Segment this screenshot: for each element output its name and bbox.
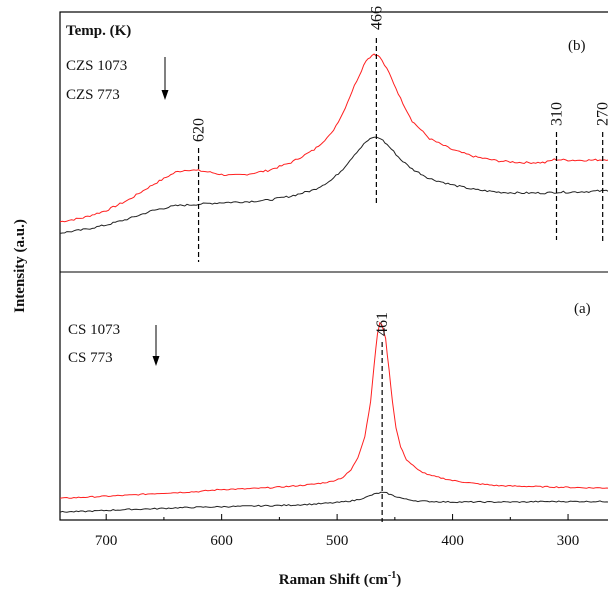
panel-a-legend-entry-1: CS 1073 [68, 322, 120, 338]
series-line-b-0 [59, 53, 608, 223]
panel-b-legend-entry-1: CZS 1073 [66, 58, 127, 74]
panel-b-legend-title: Temp. (K) [66, 23, 131, 39]
peak-label-466: 466 [368, 6, 385, 30]
x-tick-label-500: 500 [326, 533, 349, 549]
series-line-a-1 [59, 491, 608, 513]
panel-b-arrow-icon [161, 57, 169, 100]
peak-label-620: 620 [191, 118, 208, 142]
x-tick-label-700: 700 [95, 533, 118, 549]
panel-b-legend-entry-2: CZS 773 [66, 87, 120, 103]
peak-label-270: 270 [595, 102, 608, 126]
series-line-a-0 [59, 321, 608, 499]
x-axis-ticks: 700 600 500 400 300 [95, 514, 579, 549]
panel-b-label: (b) [568, 38, 586, 54]
plot-frame [59, 11, 608, 521]
series-layer [59, 53, 608, 513]
peak-markers: 620 466 310 270 461 [191, 6, 608, 522]
series-line-b-1 [59, 136, 608, 234]
x-axis-title: Raman Shift (cm-1) [279, 570, 402, 588]
panel-a-arrow-icon [152, 325, 160, 366]
x-tick-label-400: 400 [441, 533, 464, 549]
panel-a-label: (a) [574, 301, 591, 317]
x-tick-label-300: 300 [557, 533, 580, 549]
peak-label-310: 310 [548, 102, 565, 126]
peak-label-461: 461 [374, 312, 391, 336]
x-tick-label-600: 600 [210, 533, 233, 549]
panel-a-legend-entry-2: CS 773 [68, 350, 113, 366]
y-axis-title: Intensity (a.u.) [12, 219, 28, 313]
